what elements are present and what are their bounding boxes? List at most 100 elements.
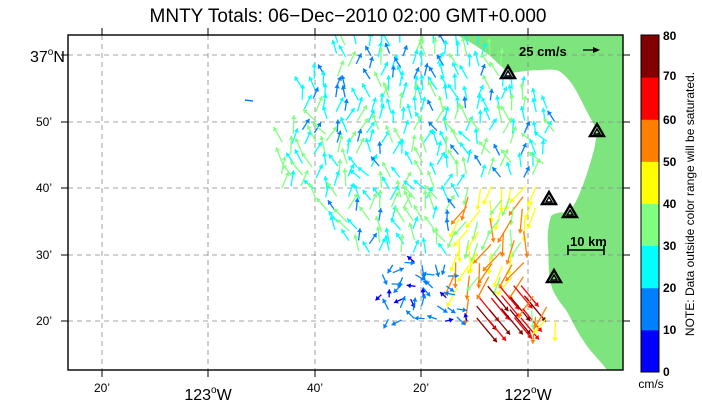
latitude-labels: 37oN 50’ 40’ 30’ 20’: [30, 47, 65, 328]
longitude-labels: 20’ 123oW 40’ 20’ 122oW: [94, 381, 553, 404]
current-vector-head: [517, 152, 523, 157]
current-vector-head: [429, 161, 435, 167]
current-vector-head: [385, 125, 390, 130]
current-vector-head: [519, 82, 525, 87]
current-vector-head: [336, 219, 342, 224]
current-vector-head: [385, 98, 391, 103]
current-vector-head: [443, 120, 449, 126]
current-vector-head: [342, 168, 348, 173]
current-vector-head: [509, 198, 515, 203]
current-vector-head: [456, 258, 463, 263]
current-vector-head: [332, 28, 337, 33]
current-vector-head: [410, 260, 415, 266]
current-vector-head: [508, 210, 514, 216]
current-vector-head: [290, 170, 296, 175]
current-vector-head: [460, 320, 466, 325]
current-vector-head: [357, 228, 363, 233]
current-vector-head: [421, 294, 427, 299]
current-vector-head: [322, 83, 328, 88]
current-vector-head: [449, 53, 454, 59]
current-vector-head: [379, 92, 385, 97]
current-vector-head: [492, 337, 497, 343]
current-vector-head: [492, 118, 497, 123]
current-vector-head: [336, 76, 342, 82]
current-vector-head: [418, 40, 424, 46]
current-vector-head: [303, 170, 309, 175]
current-vector-head: [477, 279, 483, 284]
current-vector: [513, 317, 533, 340]
current-vector-head: [328, 211, 334, 216]
current-vector: [339, 35, 346, 46]
current-vector-head: [394, 206, 399, 212]
current-vector-head: [547, 120, 552, 126]
current-vector-head: [377, 141, 383, 146]
current-vector-head: [481, 97, 486, 102]
current-vector-head: [381, 176, 387, 182]
current-vector-head: [531, 97, 537, 103]
current-vector-head: [357, 53, 362, 59]
frame-ticks: [61, 28, 630, 377]
current-vector-head: [474, 154, 479, 160]
current-vectors: [244, 28, 558, 344]
current-vector-head: [524, 253, 530, 258]
current-vector: [513, 285, 534, 309]
current-vector: [519, 208, 523, 234]
current-vector-head: [443, 153, 449, 159]
current-vector-head: [334, 84, 340, 89]
current-vector-head: [375, 226, 381, 231]
current-vector-head: [450, 183, 456, 188]
current-vector-head: [426, 170, 432, 176]
current-vector-head: [306, 125, 312, 130]
current-vector-head: [414, 239, 420, 245]
current-vector-head: [338, 45, 344, 50]
current-vector-head: [488, 88, 494, 93]
current-vector-head: [308, 76, 314, 82]
current-vector-head: [432, 36, 438, 41]
current-vector-head: [406, 103, 412, 109]
current-vector-head: [351, 87, 356, 93]
current-vector-head: [531, 120, 537, 126]
current-vector-head: [440, 151, 445, 157]
current-vector-head: [396, 232, 401, 238]
current-vector-head: [343, 98, 349, 104]
current-vector-head: [437, 140, 443, 146]
current-vector: [244, 99, 254, 102]
current-vector-head: [407, 192, 412, 198]
current-vector-head: [481, 164, 487, 169]
current-vector-head: [386, 289, 392, 294]
current-vector-head: [336, 130, 342, 136]
colorbar-segment: [641, 161, 659, 204]
current-vector-head: [399, 70, 405, 76]
current-vector-head: [446, 302, 451, 308]
current-vector-head: [290, 160, 295, 166]
current-vector-head: [493, 143, 498, 149]
current-vector-head: [327, 182, 332, 188]
current-vector-head: [371, 156, 376, 162]
current-vector-head: [372, 192, 378, 198]
current-vector-head: [291, 115, 297, 120]
current-vector-head: [364, 118, 369, 123]
current-vector-head: [438, 62, 444, 67]
current-vector-head: [398, 91, 404, 97]
current-vector-head: [447, 198, 452, 204]
current-vector-head: [294, 76, 299, 82]
current-vector-head: [492, 167, 497, 172]
current-vector-head: [318, 164, 324, 169]
current-vector-head: [321, 105, 327, 111]
current-vector-head: [450, 219, 456, 225]
current-vector-head: [327, 200, 333, 206]
current-vector-head: [380, 103, 385, 109]
current-vector-head: [435, 272, 441, 277]
current-vector-head: [450, 194, 455, 200]
current-vector-head: [490, 209, 495, 215]
lat-label-40: 40’: [36, 181, 52, 195]
current-vector-head: [402, 82, 408, 87]
current-vector-head: [427, 76, 433, 82]
current-vector-head: [414, 67, 420, 72]
current-vector-head: [519, 106, 525, 111]
current-vector-head: [339, 60, 345, 65]
current-vector: [464, 35, 469, 46]
current-vector-head: [522, 95, 528, 100]
current-vector-head: [552, 337, 558, 342]
